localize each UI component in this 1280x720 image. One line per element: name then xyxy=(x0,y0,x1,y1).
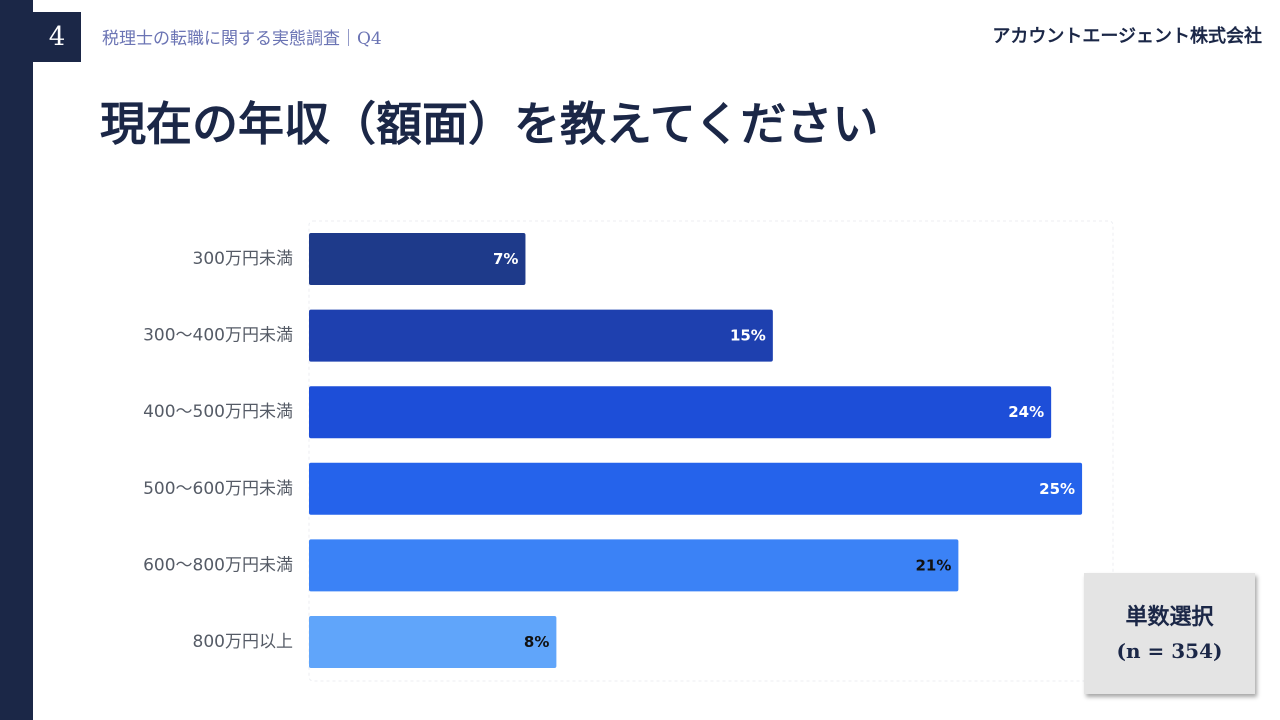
category-tick-label: 500〜600万円未満 xyxy=(143,479,293,499)
bar-value-label: 8% xyxy=(524,633,549,651)
bar-value-label: 15% xyxy=(730,327,766,345)
category-tick-label: 800万円以上 xyxy=(193,632,293,652)
bar-value-label: 7% xyxy=(493,250,518,268)
bar xyxy=(309,233,526,285)
page-number: 4 xyxy=(33,12,81,62)
bar-value-label: 25% xyxy=(1039,480,1075,498)
category-tick-label: 400〜500万円未満 xyxy=(143,402,293,422)
category-tick-label: 300〜400万円未満 xyxy=(143,326,293,346)
bar xyxy=(309,462,1083,515)
sample-size-label: (n = 354) xyxy=(1116,638,1223,663)
category-tick-label: 300万円未満 xyxy=(193,249,293,269)
bar xyxy=(309,616,557,668)
bar-value-label: 21% xyxy=(915,556,951,574)
category-tick-label: 600〜800万円未満 xyxy=(143,555,293,575)
section-title: 税理士の転職に関する実態調査｜Q4 xyxy=(102,29,382,49)
bar xyxy=(309,386,1052,439)
left-accent-bar xyxy=(0,0,33,720)
plot-area-frame xyxy=(308,220,1114,682)
survey-note-box: 単数選択 (n = 354) xyxy=(1084,573,1255,694)
question-type-label: 単数選択 xyxy=(1125,603,1214,630)
bar xyxy=(309,539,959,592)
bar xyxy=(309,309,773,362)
bar-value-label: 24% xyxy=(1008,403,1044,421)
company-name: アカウントエージェント株式会社 xyxy=(992,26,1262,47)
page-title: 現在の年収（額面）を教えてください xyxy=(100,97,879,151)
